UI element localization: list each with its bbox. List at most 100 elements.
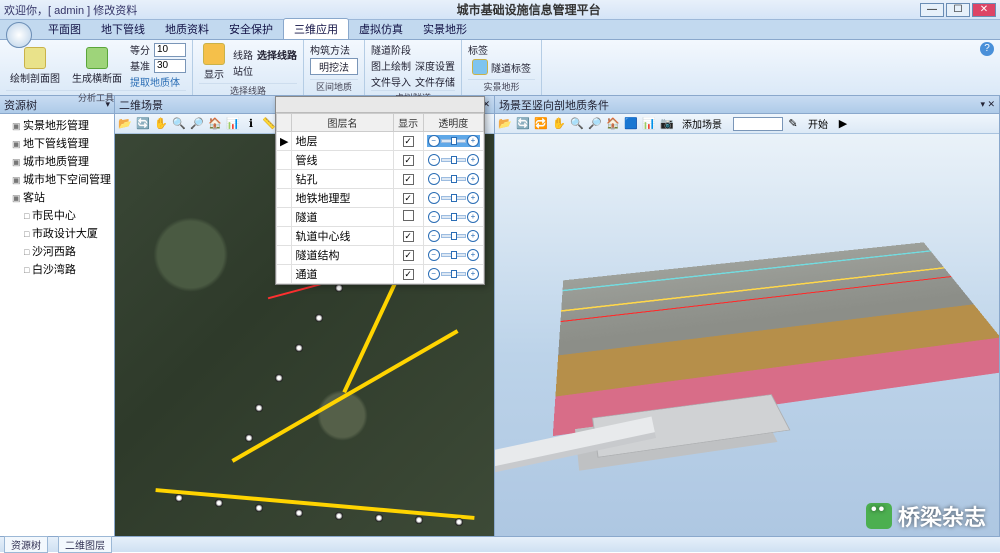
method-select[interactable]: 明挖法 [310,58,358,75]
tb3d-zoomin-icon[interactable]: 🔍 [569,116,585,132]
tb3d-refresh-icon[interactable]: 🔄 [515,116,531,132]
opacity-slider[interactable]: −+ [427,211,480,223]
opacity-slider[interactable]: −+ [427,230,480,242]
layer-visible-checkbox[interactable] [403,193,414,204]
tb2d-zoomout-icon[interactable]: 🔎 [189,116,205,132]
layer-visible-checkbox[interactable] [403,136,414,147]
tb2d-open-icon[interactable]: 📂 [117,116,133,132]
tb3d-play-icon[interactable]: ▶ [835,116,851,132]
layer-visible-checkbox[interactable] [403,210,414,221]
tab-vr[interactable]: 虚拟仿真 [349,19,413,39]
canvas-3d[interactable] [495,134,999,536]
section-draw-button[interactable]: 绘制剖面图 [6,46,64,86]
layer-row[interactable]: ▶地层−+ [277,132,484,151]
slider-plus-icon[interactable]: + [467,211,479,223]
tb3d-layers-icon[interactable]: 📊 [641,116,657,132]
tb3d-zoomout-icon[interactable]: 🔎 [587,116,603,132]
tb3d-pan-icon[interactable]: ✋ [551,116,567,132]
status-tab-tree[interactable]: 资源树 [4,536,48,553]
slider-plus-icon[interactable]: + [467,173,479,185]
layer-row[interactable]: 管线−+ [277,151,484,170]
draw-on-map[interactable]: 图上绘制 [371,58,411,73]
slider-plus-icon[interactable]: + [467,154,479,166]
tb3d-edit-icon[interactable]: ✎ [785,116,801,132]
slider-minus-icon[interactable]: − [428,249,440,261]
welcome-text[interactable]: 欢迎你，[ admin ] 修改资料 [4,2,137,18]
layer-row[interactable]: 钻孔−+ [277,170,484,189]
slider-minus-icon[interactable]: − [428,135,440,147]
add-scene-button[interactable]: 添加场景 [677,116,727,132]
tree-underground[interactable]: 城市地下空间管理 [2,170,112,188]
tab-safety[interactable]: 安全保护 [219,19,283,39]
layer-row[interactable]: 通道−+ [277,265,484,284]
minimize-button[interactable]: — [920,3,944,17]
divide-input[interactable] [154,43,186,57]
tree-design[interactable]: 市政设计大厦 [2,224,112,242]
tunnel-label-button[interactable]: 隧道标签 [468,58,535,77]
app-menu-button[interactable] [6,22,32,48]
close-button[interactable]: ✕ [972,3,996,17]
tb3d-open-icon[interactable]: 📂 [497,116,513,132]
slider-minus-icon[interactable]: − [428,154,440,166]
tb2d-home-icon[interactable]: 🏠 [207,116,223,132]
extract-geo-link[interactable]: 提取地质体 [130,74,186,89]
tab-geology[interactable]: 地质资料 [155,19,219,39]
layer-visible-checkbox[interactable] [403,231,414,242]
tree-civic[interactable]: 市民中心 [2,206,112,224]
slider-minus-icon[interactable]: − [428,173,440,185]
layer-visible-checkbox[interactable] [403,250,414,261]
opacity-slider[interactable]: −+ [427,135,480,147]
help-button[interactable]: ? [980,42,994,56]
tb2d-info-icon[interactable]: ℹ [243,116,259,132]
depth-setting[interactable]: 深度设置 [415,58,455,73]
tree-station[interactable]: 客站 [2,188,112,206]
tree-terrain[interactable]: 实景地形管理 [2,116,112,134]
tab-pipelines[interactable]: 地下管线 [91,19,155,39]
layer-row[interactable]: 隧道结构−+ [277,246,484,265]
tb2d-refresh-icon[interactable]: 🔄 [135,116,151,132]
tab-planview[interactable]: 平面图 [38,19,91,39]
opacity-slider[interactable]: −+ [427,268,480,280]
layer-row[interactable]: 轨道中心线−+ [277,227,484,246]
cross-section-button[interactable]: 生成横断面 [68,46,126,86]
slider-plus-icon[interactable]: + [467,192,479,204]
tb3d-box-icon[interactable]: 🟦 [623,116,639,132]
tb3d-rotate-icon[interactable]: 🔁 [533,116,549,132]
tree-shahe[interactable]: 沙河西路 [2,242,112,260]
tb3d-home-icon[interactable]: 🏠 [605,116,621,132]
scene-name-input[interactable] [733,117,783,131]
station-link[interactable]: 站位 [233,63,297,78]
tree-geo[interactable]: 城市地质管理 [2,152,112,170]
layer-panel[interactable]: 图层名显示透明度 ▶地层−+管线−+钻孔−+地铁地理型−+隧道−+轨道中心线−+… [275,96,485,285]
opacity-slider[interactable]: −+ [427,173,480,185]
start-button[interactable]: 开始 [803,116,833,132]
tab-terrain[interactable]: 实景地形 [413,19,477,39]
layer-row[interactable]: 地铁地理型−+ [277,189,484,208]
tab-3d[interactable]: 三维应用 [283,18,349,39]
opacity-slider[interactable]: −+ [427,249,480,261]
tb3d-snap-icon[interactable]: 📷 [659,116,675,132]
maximize-button[interactable]: ☐ [946,3,970,17]
opacity-slider[interactable]: −+ [427,154,480,166]
file-import[interactable]: 文件导入 [371,74,411,89]
tb2d-zoomin-icon[interactable]: 🔍 [171,116,187,132]
view3d-dropdown-icon[interactable]: ▾ ✕ [980,99,995,110]
show-button[interactable]: 显示 [199,42,229,82]
file-save[interactable]: 文件存储 [415,74,455,89]
slider-plus-icon[interactable]: + [467,230,479,242]
layer-visible-checkbox[interactable] [403,155,414,166]
layer-visible-checkbox[interactable] [403,269,414,280]
slider-plus-icon[interactable]: + [467,249,479,261]
tree-baisha[interactable]: 白沙湾路 [2,260,112,278]
slider-minus-icon[interactable]: − [428,268,440,280]
base-input[interactable] [154,59,186,73]
status-tab-2dlayer[interactable]: 二维图层 [58,536,112,553]
slider-minus-icon[interactable]: − [428,192,440,204]
slider-plus-icon[interactable]: + [467,268,479,280]
slider-minus-icon[interactable]: − [428,211,440,223]
layer-row[interactable]: 隧道−+ [277,208,484,227]
tree-pipe[interactable]: 地下管线管理 [2,134,112,152]
slider-minus-icon[interactable]: − [428,230,440,242]
tb2d-layers-icon[interactable]: 📊 [225,116,241,132]
layer-visible-checkbox[interactable] [403,174,414,185]
